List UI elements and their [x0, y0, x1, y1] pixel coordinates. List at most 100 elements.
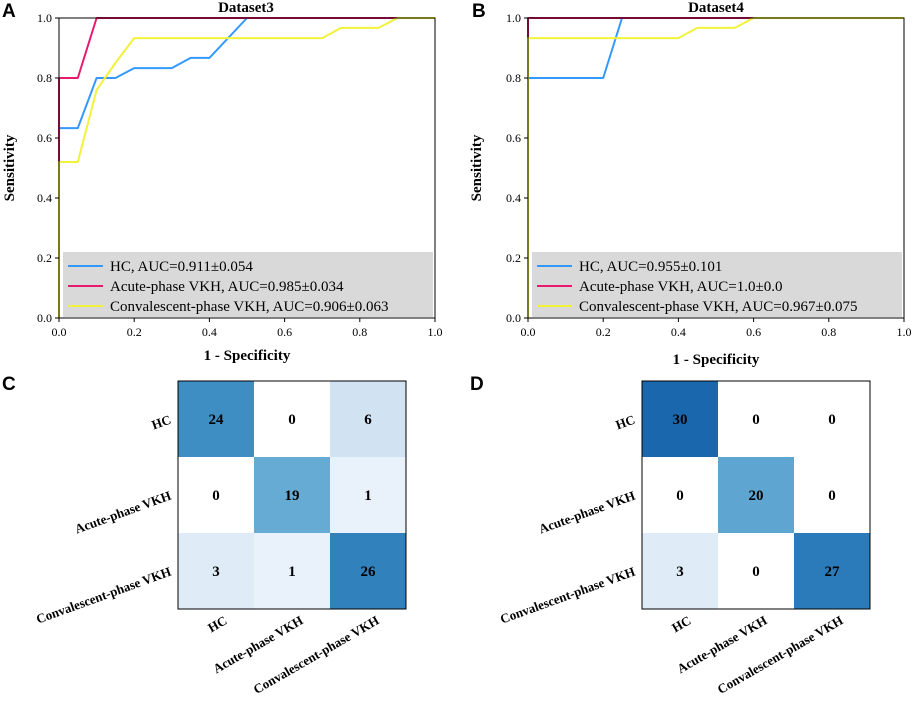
y-tick-label: 0.4 — [506, 191, 521, 205]
y-tick-label: 0.2 — [506, 251, 521, 265]
cm-value: 26 — [361, 564, 377, 580]
cm-cell — [254, 457, 330, 533]
x-tick-label: 0.8 — [821, 325, 836, 339]
cm-value: 0 — [212, 488, 220, 504]
cm-frame — [177, 380, 407, 610]
y-axis-label: Sensitivity — [2, 134, 18, 201]
chart-title: Dataset4 — [688, 0, 744, 16]
cm-value: 24 — [209, 412, 225, 428]
cm-value: 0 — [828, 412, 836, 428]
legend-label-1: Acute-phase VKH, AUC=1.0±0.0 — [579, 279, 782, 295]
cm-row-label: Convalescent-phase VKH — [498, 564, 637, 627]
x-tick-label: 0.2 — [596, 325, 611, 339]
x-axis-label: 1 - Specificity — [673, 352, 760, 368]
cm-value: 0 — [752, 412, 760, 428]
cm-value: 27 — [825, 564, 841, 580]
cm-row-label: HC — [614, 412, 637, 433]
x-tick-label: 1.0 — [428, 325, 443, 339]
cm-cell — [330, 533, 406, 609]
cm-value: 6 — [364, 412, 372, 428]
y-tick-label: 0.6 — [506, 131, 521, 145]
x-tick-label: 0.6 — [746, 325, 761, 339]
cm-cell — [254, 533, 330, 609]
legend-label-0: HC, AUC=0.955±0.101 — [579, 259, 722, 275]
y-tick-label: 0.0 — [37, 311, 52, 325]
plot-area: 0.0 0.2 0.4 0.6 0.8 1.0 0.0 0.2 0.4 0.6 0.8 1.0 HC, … — [506, 11, 912, 339]
panel-letter: A — [2, 1, 16, 22]
cm-value: 30 — [673, 412, 688, 428]
cm-value: 3 — [676, 564, 684, 580]
legend-label-0: HC, AUC=0.911±0.054 — [110, 259, 253, 275]
panel-b-roc: B Dataset4 1 - Specificity Sensitivity 0… — [469, 0, 912, 368]
x-tick-label: 0.4 — [202, 325, 217, 339]
x-axis-label: 1 - Specificity — [204, 348, 291, 364]
roc-line-0 — [58, 17, 435, 318]
cm-cell — [330, 381, 406, 457]
cm-cell — [642, 533, 718, 609]
legend-background — [63, 252, 433, 317]
roc-line-2 — [58, 17, 435, 318]
x-tick-label: 0.0 — [52, 325, 67, 339]
cm-col-label: HC — [205, 613, 229, 636]
cm-col-label: Convalescent-phase VKH — [251, 613, 382, 697]
cm-frame — [641, 380, 871, 610]
x-tick-label: 1.0 — [897, 325, 912, 339]
x-tick-label: 0.0 — [521, 325, 536, 339]
y-tick-label: 0.4 — [37, 191, 52, 205]
cm-value: 3 — [212, 564, 220, 580]
x-tick-label: 0.8 — [352, 325, 367, 339]
cm-value: 0 — [828, 488, 836, 504]
cm-cell — [330, 457, 406, 533]
axes-frame — [58, 17, 436, 319]
cm-col-label: HC — [669, 613, 693, 636]
y-tick-label: 1.0 — [37, 11, 52, 25]
cm-cell — [794, 457, 870, 533]
cm-col-label: Convalescent-phase VKH — [715, 613, 846, 697]
cm-value: 1 — [288, 564, 296, 580]
cm-value: 0 — [288, 412, 296, 428]
confusion-matrix: 24 0 6 0 19 1 3 1 26 HC Acute-phase VKH Convalescen… — [34, 380, 407, 697]
legend-label-1: Acute-phase VKH, AUC=0.985±0.034 — [110, 279, 344, 295]
legend-label-2: Convalescent-phase VKH, AUC=0.967±0.075 — [579, 299, 857, 315]
cm-cell — [794, 533, 870, 609]
cm-cell — [718, 457, 794, 533]
cm-cell — [642, 381, 718, 457]
panel-letter: C — [2, 374, 16, 395]
plot-area: 0.0 0.2 0.4 0.6 0.8 1.0 0.0 0.2 0.4 0.6 0.8 1.0 HC, … — [37, 11, 443, 339]
cm-row-label: Acute-phase VKH — [537, 488, 637, 537]
cm-row-label: HC — [150, 412, 173, 433]
y-axis-label: Sensitivity — [469, 134, 485, 201]
cm-cell — [178, 381, 254, 457]
cm-cell — [642, 457, 718, 533]
cm-cell — [178, 457, 254, 533]
x-tick-label: 0.2 — [127, 325, 142, 339]
panel-c-confusion-matrix: C 24 0 6 0 19 1 3 1 26 HC Acute-phase VKH Convalesc… — [2, 374, 407, 697]
y-tick-label: 0.2 — [37, 251, 52, 265]
y-tick-label: 0.6 — [37, 131, 52, 145]
cm-row-label: Convalescent-phase VKH — [34, 564, 173, 627]
cm-cell — [794, 381, 870, 457]
chart-title: Dataset3 — [218, 0, 274, 16]
panel-letter: D — [470, 374, 484, 395]
cm-cell — [254, 381, 330, 457]
axes-frame — [527, 17, 905, 319]
cm-cell — [718, 381, 794, 457]
cm-value: 1 — [364, 488, 372, 504]
cm-value: 0 — [752, 564, 760, 580]
cm-value: 0 — [676, 488, 684, 504]
y-tick-label: 0.8 — [506, 71, 521, 85]
x-tick-label: 0.6 — [277, 325, 292, 339]
legend-background — [532, 252, 902, 317]
cm-row-label: Acute-phase VKH — [73, 488, 173, 537]
cm-value: 20 — [749, 488, 764, 504]
y-tick-label: 1.0 — [506, 11, 521, 25]
cm-cell — [718, 533, 794, 609]
y-tick-label: 0.0 — [506, 311, 521, 325]
x-tick-label: 0.4 — [671, 325, 686, 339]
panel-letter: B — [472, 1, 486, 22]
cm-value: 19 — [285, 488, 300, 504]
y-tick-label: 0.8 — [37, 71, 52, 85]
